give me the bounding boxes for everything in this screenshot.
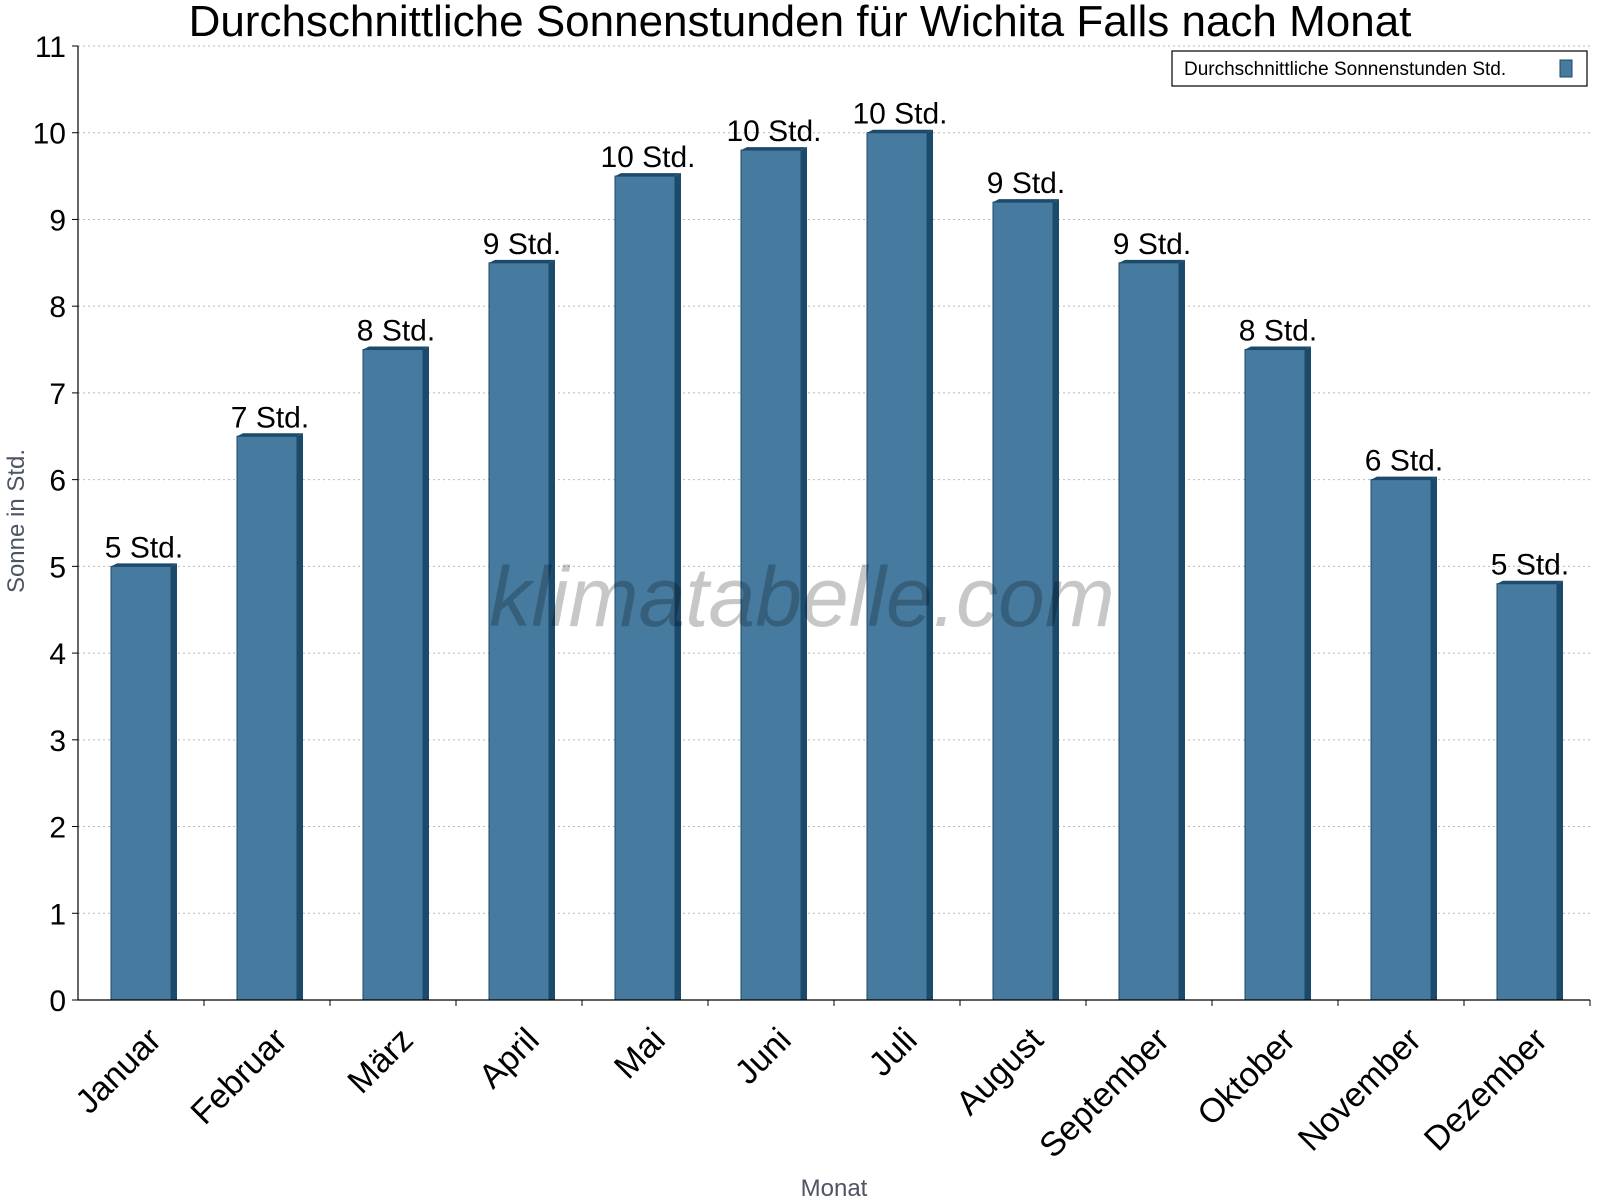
- y-tick-label: 4: [49, 638, 66, 671]
- y-tick-label: 2: [49, 812, 66, 845]
- y-axis-ticks: 0 1 2 3 4 5 6 7 8 9 10 11: [33, 31, 66, 1018]
- bar-face: [362, 349, 424, 1001]
- bar-face: [866, 132, 928, 1001]
- bar-face: [740, 149, 802, 1001]
- bar: [866, 129, 933, 1001]
- bar-face: [1496, 583, 1558, 1001]
- x-tick-label: April: [472, 1021, 547, 1096]
- bar-value-label: 10 Std.: [726, 115, 821, 148]
- bar-top: [363, 346, 429, 350]
- legend-swatch: [1559, 59, 1573, 78]
- gridlines: [78, 45, 1590, 914]
- bar-side: [423, 346, 429, 1001]
- bar: [488, 259, 555, 1001]
- y-axis-label: Sonne in Std.: [3, 449, 30, 593]
- bar-value-label: 9 Std.: [987, 167, 1065, 200]
- bar: [1244, 346, 1311, 1001]
- x-tick-label: Mai: [607, 1021, 673, 1087]
- x-tick-label: Februar: [184, 1021, 295, 1132]
- bar-value-label: 5 Std.: [105, 531, 183, 564]
- y-tick-label: 3: [49, 725, 66, 758]
- x-tick-label: März: [340, 1021, 420, 1101]
- bar: [362, 346, 429, 1001]
- bar: [992, 199, 1059, 1001]
- bar-value-label: 7 Std.: [231, 401, 309, 434]
- bar-side: [1305, 346, 1311, 1001]
- legend: Durchschnittliche Sonnenstunden Std.: [1171, 50, 1588, 87]
- bar-value-label: 10 Std.: [852, 98, 947, 131]
- bar-value-label: 8 Std.: [1239, 315, 1317, 348]
- legend-box: [1171, 50, 1588, 87]
- bar-face: [1370, 479, 1432, 1001]
- bar: [614, 173, 681, 1001]
- bar-top: [867, 129, 933, 133]
- bar: [236, 433, 303, 1001]
- bar-face: [614, 175, 676, 1001]
- bar-side: [549, 259, 555, 1000]
- legend-label: Durchschnittliche Sonnenstunden Std.: [1184, 59, 1506, 80]
- bar-side: [1431, 476, 1437, 1000]
- x-tick-label: August: [949, 1020, 1051, 1122]
- y-tick-label: 5: [49, 551, 66, 584]
- x-tick-label: September: [1032, 1021, 1176, 1165]
- bar-value-label: 6 Std.: [1365, 445, 1443, 478]
- bar-value-label: 8 Std.: [357, 315, 435, 348]
- bar-side: [927, 129, 933, 1000]
- bar-top: [993, 199, 1059, 203]
- watermark: klimatabelle.com: [489, 550, 1115, 644]
- y-tick-label: 0: [49, 985, 66, 1018]
- y-tick-label: 8: [49, 291, 66, 324]
- bar-side: [675, 173, 681, 1000]
- bar-top: [1371, 476, 1437, 480]
- bar-value-label: 9 Std.: [1113, 228, 1191, 261]
- bar-top: [1119, 259, 1185, 263]
- y-tick-label: 11: [35, 31, 66, 64]
- data-labels: 5 Std. 7 Std. 8 Std. 9 Std. 10 Std. 10 Std. 10…: [105, 98, 1569, 582]
- x-tick-label: Januar: [68, 1021, 168, 1121]
- bar-top: [489, 259, 555, 263]
- bar-top: [111, 563, 177, 567]
- bar-face: [110, 565, 172, 1001]
- bar-side: [1179, 259, 1185, 1000]
- bar-value-label: 9 Std.: [483, 228, 561, 261]
- bar-side: [297, 433, 303, 1001]
- x-tick-label: Dezember: [1417, 1021, 1555, 1159]
- bar: [1496, 580, 1563, 1001]
- y-tick-label: 10: [33, 118, 66, 151]
- bar-face: [236, 435, 298, 1001]
- bar-side: [801, 147, 807, 1000]
- bar-side: [1053, 199, 1059, 1001]
- x-tick-label: Juli: [862, 1021, 925, 1084]
- axes: [72, 45, 1591, 1006]
- bar-top: [1245, 346, 1311, 350]
- bar-side: [1557, 580, 1563, 1000]
- bar-side: [171, 563, 177, 1000]
- bar-value-label: 10 Std.: [600, 141, 695, 174]
- x-tick-label: Oktober: [1190, 1021, 1302, 1133]
- y-tick-label: 1: [49, 898, 66, 931]
- y-tick-label: 6: [49, 465, 66, 498]
- bar-face: [1244, 349, 1306, 1001]
- bar-value-label: 5 Std.: [1491, 549, 1569, 582]
- bar: [740, 147, 807, 1001]
- bar-top: [1497, 580, 1563, 584]
- bar: [110, 563, 177, 1001]
- x-tick-label: November: [1291, 1021, 1429, 1159]
- bar-top: [237, 433, 303, 437]
- bar: [1118, 259, 1185, 1001]
- chart-title: Durchschnittliche Sonnenstunden für Wich…: [189, 0, 1412, 46]
- y-tick-label: 9: [49, 204, 66, 237]
- y-tick-label: 7: [49, 378, 66, 411]
- bar-top: [741, 147, 807, 151]
- bar: [1370, 476, 1437, 1001]
- x-axis-label: Monat: [801, 1175, 868, 1200]
- bar-face: [1118, 262, 1180, 1001]
- x-tick-label: Juni: [728, 1021, 799, 1092]
- bar-top: [615, 173, 681, 177]
- x-axis-ticks: Januar Februar März April Mai Juni Juli AugustS…: [68, 1020, 1554, 1165]
